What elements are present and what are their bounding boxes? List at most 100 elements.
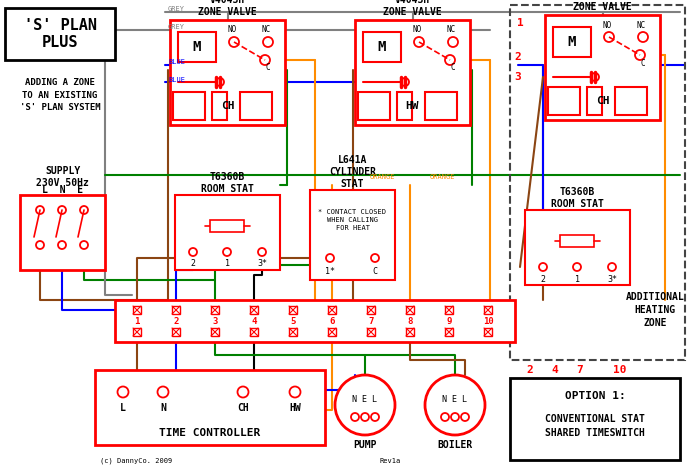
Bar xyxy=(367,306,375,314)
Text: SUPPLY
230V 50Hz: SUPPLY 230V 50Hz xyxy=(36,166,89,188)
Circle shape xyxy=(260,55,270,65)
Bar xyxy=(175,195,280,270)
Text: 2: 2 xyxy=(540,275,546,284)
Text: C: C xyxy=(266,64,270,73)
Circle shape xyxy=(361,413,369,421)
Text: 2: 2 xyxy=(173,316,179,326)
Text: M: M xyxy=(378,40,386,54)
Bar xyxy=(328,306,336,314)
Circle shape xyxy=(36,241,44,249)
Bar xyxy=(289,328,297,336)
Circle shape xyxy=(635,50,645,60)
Text: 7: 7 xyxy=(577,365,583,375)
Bar xyxy=(363,32,401,62)
Text: 3*: 3* xyxy=(257,259,267,269)
Text: 2: 2 xyxy=(526,365,533,375)
Text: NO: NO xyxy=(602,21,611,29)
Text: N: N xyxy=(160,403,166,413)
Bar xyxy=(172,328,180,336)
Text: OPTION 1:: OPTION 1: xyxy=(564,391,625,401)
Circle shape xyxy=(445,55,455,65)
Bar xyxy=(211,306,219,314)
Bar xyxy=(358,92,390,120)
Text: BLUE: BLUE xyxy=(168,59,185,65)
Circle shape xyxy=(591,73,599,81)
Bar xyxy=(289,306,297,314)
Circle shape xyxy=(326,254,334,262)
Text: CONVENTIONAL STAT
SHARED TIMESWITCH: CONVENTIONAL STAT SHARED TIMESWITCH xyxy=(545,414,645,439)
Text: 2: 2 xyxy=(515,52,522,63)
Text: L: L xyxy=(120,403,126,413)
Text: 4: 4 xyxy=(551,365,558,375)
Text: M: M xyxy=(568,35,576,49)
Text: C: C xyxy=(641,58,645,67)
Circle shape xyxy=(290,387,301,397)
Text: 1: 1 xyxy=(224,259,230,269)
Bar xyxy=(20,195,105,270)
Text: C: C xyxy=(451,64,455,73)
Text: N E L: N E L xyxy=(442,395,468,404)
Text: V4043H
ZONE VALVE: V4043H ZONE VALVE xyxy=(383,0,442,17)
Bar xyxy=(553,27,591,57)
Bar xyxy=(510,5,685,360)
Circle shape xyxy=(36,206,44,214)
Bar xyxy=(212,92,227,120)
Bar xyxy=(310,190,395,280)
Circle shape xyxy=(263,37,273,47)
Text: 1: 1 xyxy=(575,275,580,284)
Text: CH: CH xyxy=(595,96,609,106)
Circle shape xyxy=(441,413,449,421)
Text: M: M xyxy=(193,40,201,54)
Text: NC: NC xyxy=(636,21,646,29)
Bar xyxy=(210,220,244,232)
Text: 3*: 3* xyxy=(607,275,617,284)
Text: 3: 3 xyxy=(515,73,522,82)
Circle shape xyxy=(80,241,88,249)
Circle shape xyxy=(80,206,88,214)
Text: NC: NC xyxy=(446,25,455,35)
Text: 4: 4 xyxy=(251,316,257,326)
Text: T6360B
ROOM STAT: T6360B ROOM STAT xyxy=(201,172,254,194)
Circle shape xyxy=(237,387,248,397)
Text: 6: 6 xyxy=(329,316,335,326)
Text: 10: 10 xyxy=(482,316,493,326)
Bar xyxy=(615,87,647,115)
Bar xyxy=(170,20,285,125)
Circle shape xyxy=(461,413,469,421)
Text: 'S' PLAN
PLUS: 'S' PLAN PLUS xyxy=(23,18,97,50)
Circle shape xyxy=(117,387,128,397)
Circle shape xyxy=(58,206,66,214)
Text: (c) DannyCo. 2009: (c) DannyCo. 2009 xyxy=(100,458,172,464)
Text: GREY: GREY xyxy=(168,6,185,12)
Text: T6360B
ROOM STAT: T6360B ROOM STAT xyxy=(551,187,604,209)
Bar xyxy=(178,32,216,62)
Text: L  N  E: L N E xyxy=(42,185,83,195)
Circle shape xyxy=(448,37,458,47)
Bar xyxy=(172,306,180,314)
Circle shape xyxy=(425,375,485,435)
Bar xyxy=(525,210,630,285)
Text: 2: 2 xyxy=(190,259,195,269)
Bar xyxy=(510,378,680,460)
Bar xyxy=(133,306,141,314)
Circle shape xyxy=(223,248,231,256)
Bar xyxy=(484,306,492,314)
Text: NO: NO xyxy=(413,25,422,35)
Bar xyxy=(5,8,115,60)
Circle shape xyxy=(604,32,614,42)
Bar xyxy=(95,370,325,445)
Circle shape xyxy=(539,263,547,271)
Text: 9: 9 xyxy=(446,316,452,326)
Bar xyxy=(445,306,453,314)
Text: ORANGE: ORANGE xyxy=(430,174,455,180)
Bar xyxy=(211,328,219,336)
Bar xyxy=(587,87,602,115)
Text: 1: 1 xyxy=(517,18,524,28)
Bar xyxy=(545,15,660,120)
Bar xyxy=(406,306,414,314)
Circle shape xyxy=(638,32,648,42)
Bar xyxy=(328,328,336,336)
Bar xyxy=(250,328,258,336)
Circle shape xyxy=(573,263,581,271)
Bar xyxy=(560,235,594,247)
